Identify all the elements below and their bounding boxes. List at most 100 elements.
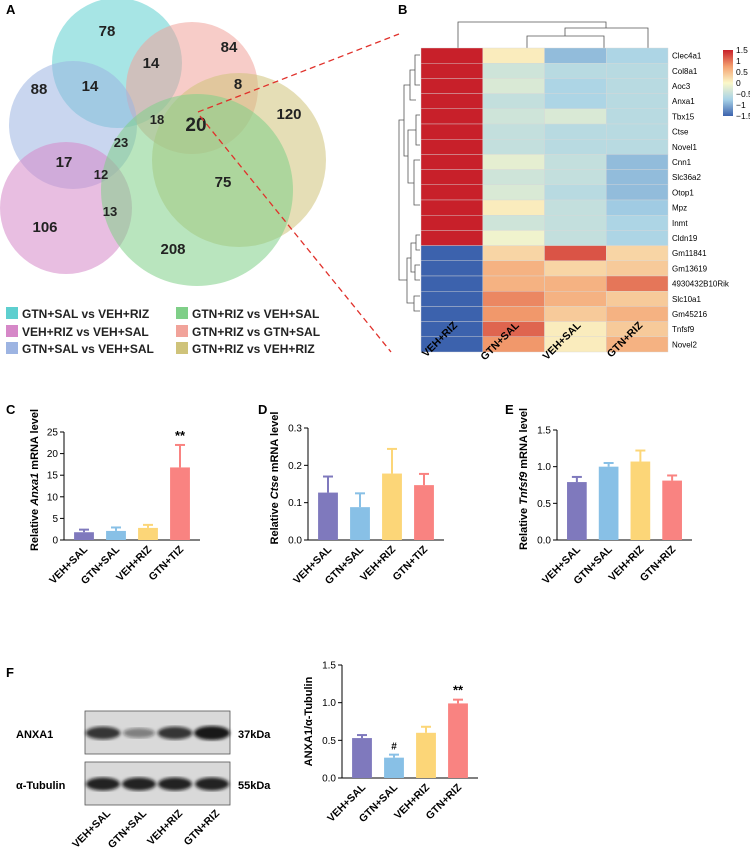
heatmap-cell [420,184,483,201]
bar [662,480,682,540]
legend-swatch [176,325,188,337]
heatmap-cell [482,306,545,322]
significance-mark: ** [453,683,464,698]
heatmap-cell [420,260,483,277]
heatmap-cell [544,214,607,231]
bar [350,507,370,540]
blot-bands [85,726,230,791]
legend-label: GTN+SAL vs VEH+RIZ [22,307,149,321]
y-tick-label: 0.5 [322,736,336,747]
heatmap-cell [606,214,669,231]
blot-band-anxa1 [194,726,230,740]
heatmap-cell [544,108,607,125]
heatmap-cell [544,199,607,216]
y-tick-label: 25 [47,428,59,439]
bar [138,527,158,540]
heatmap-cell [420,230,483,246]
y-axis-label: ANXA1/α-Tubulin [303,676,315,766]
category-label: GTN+TIZ [390,543,430,583]
heatmap-cell [606,336,669,353]
heatmap-cell [420,306,483,322]
heatmap-cell [482,108,545,125]
venn-set-gtnriz-vehsal [101,94,293,286]
heatmap-cell [420,93,483,109]
bar [448,703,468,778]
venn-count: 12 [94,167,108,182]
heatmap-gene-label: Aoc3 [672,82,691,91]
heatmap-cell [544,291,607,307]
legend-swatch [176,307,188,319]
heatmap-cell [544,230,607,246]
y-tick-label: 10 [47,492,59,503]
heatmap-cell [544,93,607,109]
heatmap-gene-label: Novel2 [672,340,697,349]
heatmap-cell [544,154,607,170]
heatmap-cell [420,214,483,231]
legend-swatch [176,342,188,354]
legend-label: GTN+RIZ vs VEH+SAL [192,307,319,321]
heatmap-cell [544,260,607,277]
y-tick-label: 0.0 [322,774,336,785]
heatmap-gene-label: Gm11841 [672,249,707,258]
heatmap-cell [606,123,669,140]
y-tick-label: 1.0 [537,462,551,473]
heatmap-cell [420,138,483,155]
colorbar-tick-label: −0.5 [736,89,750,99]
blot-lane-label: GTN+SAL [106,807,150,851]
venn-set-vehriz-vehsal [0,142,132,274]
heatmap-cell [482,169,545,186]
blot-size-55kda: 55kDa [238,780,271,792]
y-tick-label: 15 [47,471,59,482]
y-tick-label: 0.0 [288,536,302,547]
heatmap-gene-label: Otop1 [672,188,694,197]
venn-count: 106 [32,219,57,236]
heatmap-cell [606,199,669,216]
panel-label-b: B [398,2,407,17]
heatmap-cell [420,63,483,79]
venn-diagram [0,0,326,286]
heatmap-cell [544,306,607,322]
y-axis-label: Relative Ctse mRNA level [269,412,281,545]
heatmap-cell [420,123,483,140]
heatmap-cell [420,78,483,94]
heatmap-cell [606,93,669,109]
heatmap-gene-label: 4930432B10Rik [672,280,730,289]
heatmap-cell [420,245,483,262]
heatmap-gene-label: Slc36a2 [672,173,701,182]
y-tick-label: 0.3 [288,424,302,435]
venn-count: 78 [99,23,116,40]
heatmap-cell [606,291,669,307]
heatmap-cell [606,245,669,262]
heatmap-cell [544,169,607,186]
heatmap-gene-label: Slc10a1 [672,295,701,304]
connector-line-top [197,33,400,113]
heatmap-cell [420,108,483,125]
venn-count: 14 [82,78,99,95]
bar [384,757,404,778]
bar [170,467,190,540]
heatmap-cell [544,47,607,64]
heatmap-cell [482,138,545,155]
blot-band-anxa1 [123,728,155,738]
venn-count: 20 [185,115,206,136]
heatmap-cell [544,275,607,292]
category-label: GTN+RIZ [638,543,679,584]
significance-mark: ** [175,428,186,443]
heatmap-cell [482,123,545,140]
blot-band-tubulin [158,777,192,791]
heatmap-cell [606,260,669,277]
venn-count: 75 [215,174,232,191]
heatmap-gene-label: Inmt [672,219,688,228]
heatmap-cell [420,154,483,170]
colorbar-tick-label: 1.5 [736,45,748,55]
venn-counts: 78 14 84 88 14 8 120 18 20 23 17 12 75 1… [31,23,302,258]
panel-label-f: F [6,665,14,680]
legend-swatch [6,342,18,354]
y-axis-label: Relative Anxa1 mRNA level [29,409,41,551]
blot-band-anxa1 [85,726,121,740]
venn-count: 23 [114,135,128,150]
heatmap-gene-label: Col8a1 [672,67,698,76]
y-tick-label: 0.2 [288,461,302,472]
